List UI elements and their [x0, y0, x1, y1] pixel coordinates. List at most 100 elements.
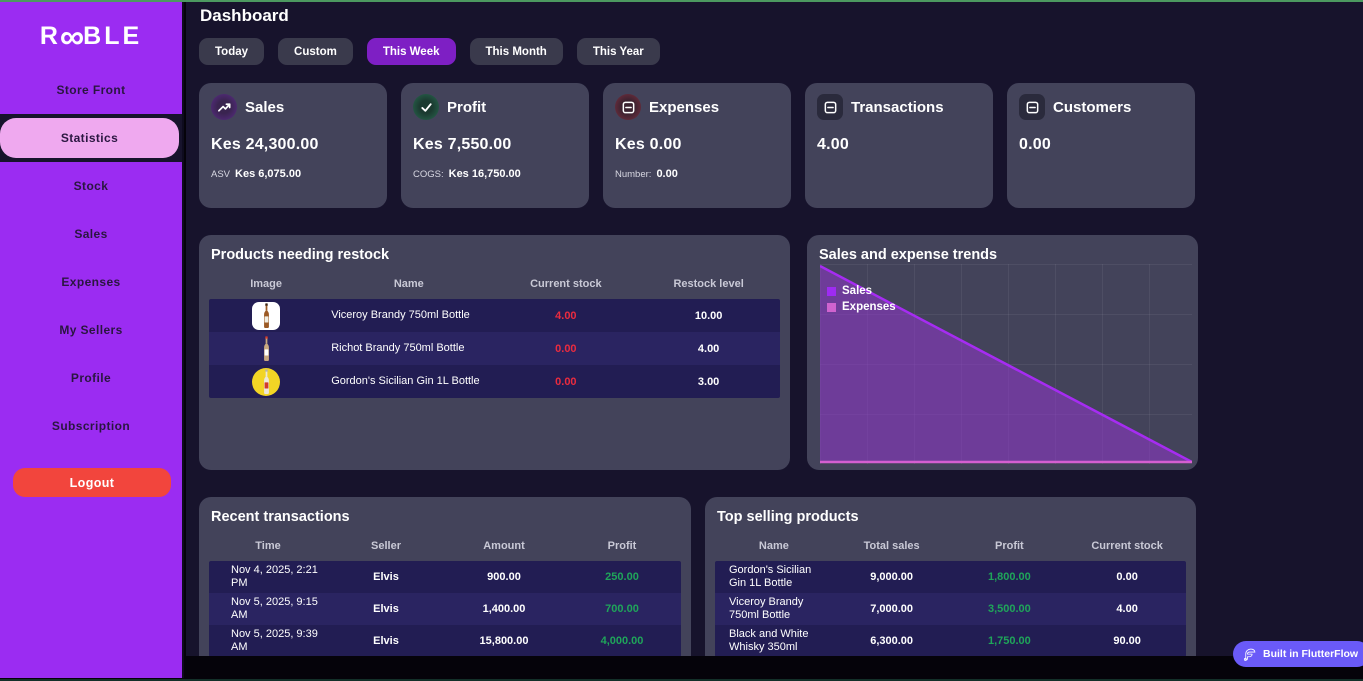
current-stock-value: 0.00	[555, 342, 577, 355]
filter-this-year[interactable]: This Year	[576, 38, 660, 65]
sidebar-item-statistics[interactable]: Statistics	[0, 118, 179, 158]
stat-value: Kes 7,550.00	[413, 136, 512, 153]
logout-button[interactable]: Logout	[13, 468, 171, 497]
transaction-seller: Elvis	[373, 571, 399, 584]
legend-item-expenses: Expenses	[827, 301, 896, 313]
legend-label: Sales	[842, 285, 873, 297]
column-header-restock-level: Restock level	[673, 278, 744, 290]
restock-table-body: Viceroy Brandy 750ml Bottle 4.00 10.00 Rich…	[209, 299, 780, 398]
transaction-profit: 700.00	[605, 603, 639, 616]
stat-card-transactions: Transactions 4.00	[805, 83, 993, 208]
product-image-cell	[209, 301, 323, 330]
restock-level-value: 10.00	[694, 309, 723, 322]
filter-this-week[interactable]: This Week	[366, 38, 456, 65]
trending-up-icon	[211, 94, 237, 120]
stat-card-header: Sales	[211, 94, 375, 120]
sidebar-item-my-sellers[interactable]: My Sellers	[59, 323, 123, 337]
table-row: Nov 4, 2025, 2:21 PM Elvis 900.00 250.00	[209, 561, 681, 593]
stat-title: Expenses	[649, 98, 720, 116]
restock-level-value: 3.00	[697, 375, 720, 388]
series-line-sales	[820, 264, 1192, 464]
table-row: Gordon's Sicilian Gin 1L Bottle 0.00 3.00	[209, 365, 780, 398]
transaction-time: Nov 5, 2025, 9:39 AM	[231, 628, 318, 654]
table-row: Nov 5, 2025, 9:15 AM Elvis 1,400.00 700.00	[209, 593, 681, 625]
check-circle-icon	[413, 94, 439, 120]
table-row: Viceroy Brandy 750ml Bottle 4.00 10.00	[209, 299, 780, 332]
stat-subvalue: ASV Kes 6,075.00	[211, 168, 375, 180]
restock-title: Products needing restock	[211, 247, 390, 263]
sidebar-item-store-front[interactable]: Store Front	[56, 83, 126, 97]
minus-square-icon	[817, 94, 843, 120]
column-header-time: Time	[255, 540, 281, 552]
column-header-profit: Profit	[995, 540, 1024, 552]
column-header-profit: Profit	[607, 540, 637, 552]
stat-value: Kes 24,300.00	[211, 136, 319, 153]
top-products-table-body: Gordon's Sicilian Gin 1L Bottle 9,000.00 1…	[715, 561, 1186, 656]
sidebar-item-stock[interactable]: Stock	[73, 179, 109, 193]
stat-sub-amount: 0.00	[656, 168, 678, 180]
product-name: Viceroy Brandy 750ml Bottle	[729, 596, 804, 622]
stat-card-header: Transactions	[817, 94, 981, 120]
column-header-name: Name	[758, 540, 789, 552]
transaction-time: Nov 4, 2025, 2:21 PM	[231, 564, 318, 590]
legend-swatch	[827, 286, 836, 296]
product-name: Richot Brandy 750ml Bottle	[331, 341, 465, 354]
minus-square-icon	[615, 94, 641, 120]
product-name: Viceroy Brandy 750ml Bottle	[331, 308, 470, 321]
sidebar-item-subscription[interactable]: Subscription	[51, 419, 131, 433]
column-header-current-stock: Current stock	[1091, 540, 1163, 552]
flutterflow-icon	[1243, 648, 1256, 661]
restock-table-header: Image Name Current stock Restock level	[209, 269, 780, 299]
total-sales-value: 6,300.00	[870, 635, 914, 648]
built-in-flutterflow-badge[interactable]: Built in FlutterFlow	[1233, 641, 1363, 667]
stat-value: 4.00	[817, 136, 849, 153]
screen-bottom-edge	[0, 679, 1363, 681]
column-header-current-stock: Current stock	[530, 278, 602, 290]
table-row: Black and White Whisky 350ml 6,300.00 1,75…	[715, 625, 1186, 656]
top-products-table-header: Name Total sales Profit Current stock	[715, 531, 1186, 561]
trends-chart-svg	[820, 264, 1192, 464]
filter-today[interactable]: Today	[199, 38, 265, 65]
filter-custom[interactable]: Custom	[278, 38, 353, 65]
column-header-amount: Amount	[483, 540, 525, 552]
stat-card-customers: Customers 0.00	[1007, 83, 1195, 208]
product-image	[252, 301, 281, 330]
current-stock-value: 90.00	[1113, 635, 1141, 648]
product-image-cell	[209, 335, 323, 362]
stat-cards-row: Sales Kes 24,300.00 ASV Kes 6,075.00 Profit K…	[199, 83, 1195, 208]
product-image-cell	[209, 367, 323, 396]
legend-item-sales: Sales	[827, 285, 896, 297]
table-row: Gordon's Sicilian Gin 1L Bottle 9,000.00 1…	[715, 561, 1186, 593]
transaction-profit: 4,000.00	[600, 635, 644, 648]
minus-square-icon	[1019, 94, 1045, 120]
stat-subvalue: COGS: Kes 16,750.00	[413, 168, 577, 180]
stat-card-header: Profit	[413, 94, 577, 120]
sidebar-item-expenses[interactable]: Expenses	[61, 275, 121, 289]
rooble-logo: R∞BLE	[0, 14, 182, 58]
stat-title: Transactions	[851, 98, 944, 116]
product-name: Gordon's Sicilian Gin 1L Bottle	[331, 374, 480, 387]
product-name: Gordon's Sicilian Gin 1L Bottle	[729, 564, 812, 590]
product-profit: 3,500.00	[987, 603, 1031, 616]
restock-card: Products needing restock Image Name Curren…	[199, 235, 790, 470]
sidebar-item-profile[interactable]: Profile	[70, 371, 112, 385]
transactions-table-body: Nov 4, 2025, 2:21 PM Elvis 900.00 250.00 Nov…	[209, 561, 681, 656]
column-header-image: Image	[250, 278, 282, 290]
stat-value: 0.00	[1019, 136, 1051, 153]
transaction-seller: Elvis	[373, 603, 399, 616]
transaction-amount: 900.00	[487, 571, 521, 584]
current-stock-value: 4.00	[555, 309, 577, 322]
table-row: Nov 5, 2025, 9:39 AM Elvis 15,800.00 4,000.…	[209, 625, 681, 656]
column-header-total-sales: Total sales	[863, 540, 920, 552]
transactions-table-header: Time Seller Amount Profit	[209, 531, 681, 561]
total-sales-value: 7,000.00	[870, 603, 914, 616]
sidebar-item-sales[interactable]: Sales	[74, 227, 108, 241]
infinity-icon: ∞	[59, 18, 85, 56]
stat-sub-amount: Kes 16,750.00	[448, 168, 521, 180]
flutterflow-badge-label: Built in FlutterFlow	[1263, 648, 1359, 660]
stat-sub-amount: Kes 6,075.00	[235, 168, 302, 180]
date-filter-group: Today Custom This Week This Month This Year	[199, 38, 660, 65]
product-name: Black and White Whisky 350ml	[729, 628, 809, 654]
current-stock-value: 0.00	[1116, 571, 1138, 584]
filter-this-month[interactable]: This Month	[469, 38, 563, 65]
